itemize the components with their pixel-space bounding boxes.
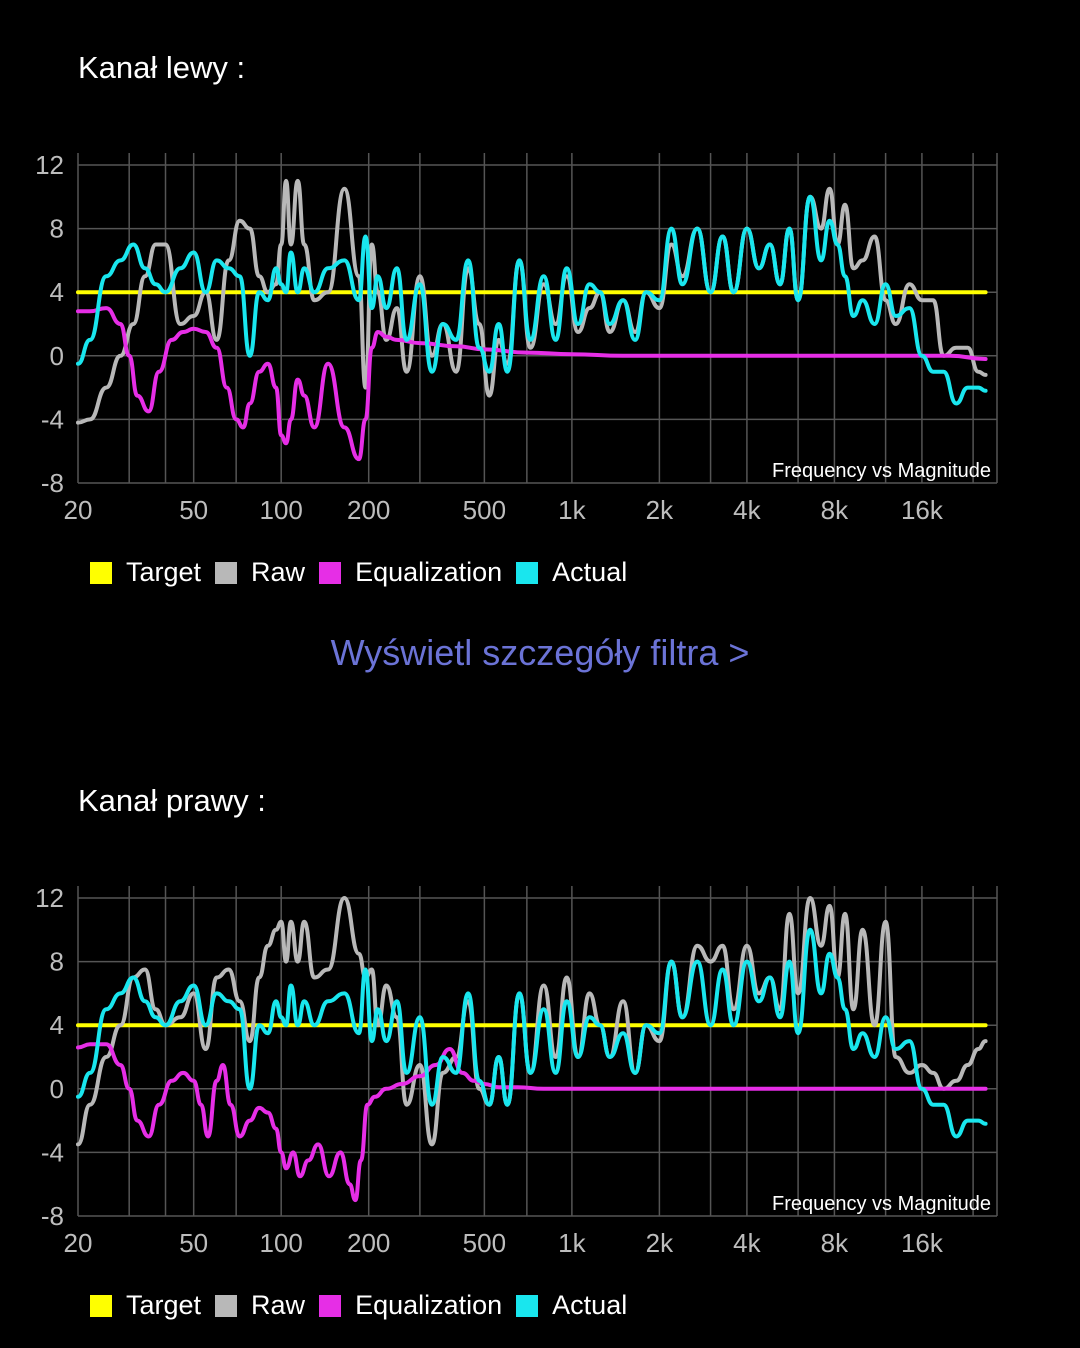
x-tick-label: 2k xyxy=(646,495,674,520)
y-tick-label: -8 xyxy=(41,1201,64,1231)
y-tick-label: 12 xyxy=(35,150,64,180)
series-line-equalization xyxy=(76,1042,988,1203)
left-channel-chart-svg: 20 50 100 200 500 1k 2k 4k 8k 16k 12 8 4 0 -4 -8 Frequen… xyxy=(35,150,998,520)
left-channel-title: Kanał lewy : xyxy=(78,50,246,85)
chart-annotation: Frequency vs Magnitude xyxy=(772,1193,991,1215)
x-tick-label: 50 xyxy=(179,495,208,520)
right-channel-chart: 20 50 100 200 500 1k 2k 4k 8k 16k 12 8 4 0 -4 -8 Frequen… xyxy=(0,873,1080,1253)
legend-label-equalization: Equalization xyxy=(355,557,503,587)
legend-label-actual: Actual xyxy=(552,557,628,587)
y-tick-label: -4 xyxy=(41,1137,64,1167)
legend-item-actual: Actual xyxy=(516,1290,627,1321)
actual-swatch-icon xyxy=(516,561,539,584)
equalization-swatch-icon xyxy=(319,561,342,584)
series-line-equalization xyxy=(76,306,988,462)
x-tick-label: 200 xyxy=(347,1228,390,1253)
raw-swatch-icon xyxy=(215,1294,238,1317)
legend-label-equalization: Equalization xyxy=(355,1290,503,1320)
legend-label-raw: Raw xyxy=(251,1290,306,1320)
x-tick-label: 1k xyxy=(558,1228,586,1253)
legend-item-target: Target xyxy=(90,1290,201,1321)
legend-item-raw: Raw xyxy=(215,557,305,588)
x-tick-label: 500 xyxy=(463,495,506,520)
legend-label-actual: Actual xyxy=(552,1290,628,1320)
actual-swatch-icon xyxy=(516,1294,539,1317)
right-channel-chart-svg: 20 50 100 200 500 1k 2k 4k 8k 16k 12 8 4 0 -4 -8 Frequen… xyxy=(35,883,998,1253)
raw-swatch-icon xyxy=(215,561,238,584)
y-tick-label: 8 xyxy=(50,947,64,977)
target-swatch-icon xyxy=(90,561,112,584)
right-channel-legend: Target Raw Equalization Actual xyxy=(90,1290,641,1321)
left-channel-legend: Target Raw Equalization Actual xyxy=(90,557,641,588)
target-swatch-icon xyxy=(90,1294,112,1317)
y-tick-label: 4 xyxy=(50,1010,64,1040)
x-tick-label: 50 xyxy=(179,1228,208,1253)
y-tick-label: 4 xyxy=(50,277,64,307)
series-line-actual xyxy=(76,194,988,406)
x-tick-label: 8k xyxy=(821,495,849,520)
view-filter-details-link[interactable]: Wyświetl szczegóły filtra > xyxy=(330,632,750,673)
x-tick-label: 100 xyxy=(259,1228,302,1253)
series-line-actual xyxy=(76,927,988,1139)
x-tick-label: 8k xyxy=(821,1228,849,1253)
chart-annotation: Frequency vs Magnitude xyxy=(772,460,991,482)
x-tick-label: 16k xyxy=(901,495,944,520)
legend-label-target: Target xyxy=(126,557,202,587)
y-tick-label: 0 xyxy=(50,1074,64,1104)
x-tick-label: 1k xyxy=(558,495,586,520)
x-tick-label: 100 xyxy=(259,495,302,520)
x-tick-label: 2k xyxy=(646,1228,674,1253)
x-tick-label: 4k xyxy=(733,1228,761,1253)
x-tick-label: 200 xyxy=(347,495,390,520)
legend-item-target: Target xyxy=(90,557,201,588)
x-tick-label: 16k xyxy=(901,1228,944,1253)
legend-item-equalization: Equalization xyxy=(319,557,502,588)
legend-label-target: Target xyxy=(126,1290,202,1320)
legend-item-equalization: Equalization xyxy=(319,1290,502,1321)
legend-item-actual: Actual xyxy=(516,557,627,588)
legend-item-raw: Raw xyxy=(215,1290,305,1321)
x-tick-label: 20 xyxy=(64,495,93,520)
y-tick-label: -8 xyxy=(41,468,64,498)
right-channel-title: Kanał prawy : xyxy=(78,783,266,818)
x-tick-label: 4k xyxy=(733,495,761,520)
x-tick-label: 20 xyxy=(64,1228,93,1253)
x-tick-label: 500 xyxy=(463,1228,506,1253)
legend-label-raw: Raw xyxy=(251,557,306,587)
equalization-swatch-icon xyxy=(319,1294,342,1317)
y-tick-label: 12 xyxy=(35,883,64,913)
y-tick-label: 0 xyxy=(50,341,64,371)
left-channel-chart: 20 50 100 200 500 1k 2k 4k 8k 16k 12 8 4 0 -4 -8 Frequen… xyxy=(0,140,1080,520)
y-tick-label: -4 xyxy=(41,404,64,434)
y-tick-label: 8 xyxy=(50,214,64,244)
